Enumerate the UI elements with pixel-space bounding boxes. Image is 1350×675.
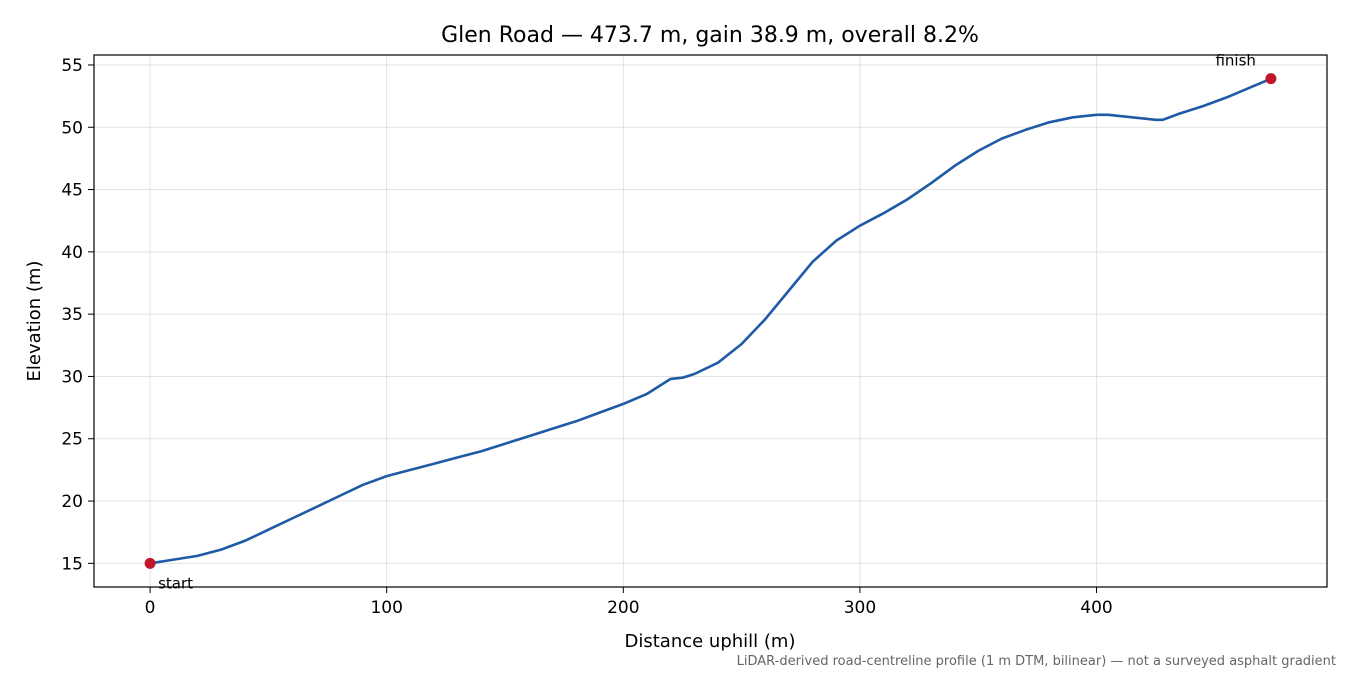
elevation-line bbox=[148, 77, 1273, 565]
x-tick-label: 0 bbox=[145, 598, 156, 618]
y-axis-label: Elevation (m) bbox=[24, 261, 45, 382]
axis-ticks: 0 100 200 300 400 15 20 25 30 35 40 45 50 55 bbox=[61, 56, 1112, 618]
x-tick-label: 200 bbox=[607, 598, 639, 618]
x-tick-label: 100 bbox=[370, 598, 402, 618]
finish-marker bbox=[1265, 73, 1277, 85]
y-tick-label: 40 bbox=[61, 243, 83, 263]
x-tick-label: 300 bbox=[844, 598, 876, 618]
x-axis-label: Distance uphill (m) bbox=[625, 631, 796, 652]
start-label: start bbox=[158, 574, 193, 592]
x-tick-label: 400 bbox=[1080, 598, 1112, 618]
plot-frame bbox=[93, 54, 1328, 588]
y-tick-label: 25 bbox=[61, 430, 83, 450]
y-tick-label: 50 bbox=[61, 118, 83, 138]
y-tick-label: 55 bbox=[61, 56, 83, 76]
chart-title: Glen Road — 473.7 m, gain 38.9 m, overal… bbox=[441, 23, 979, 48]
y-tick-label: 20 bbox=[61, 492, 83, 512]
grid-lines bbox=[94, 55, 1327, 587]
y-tick-label: 45 bbox=[61, 181, 83, 201]
finish-label: finish bbox=[1215, 52, 1255, 70]
footnote: LiDAR-derived road-centreline profile (1… bbox=[737, 654, 1336, 669]
y-tick-label: 35 bbox=[61, 305, 83, 325]
y-tick-label: 30 bbox=[61, 367, 83, 387]
y-tick-label: 15 bbox=[61, 554, 83, 574]
series-layer: start finish bbox=[144, 52, 1277, 592]
start-marker bbox=[144, 557, 156, 569]
